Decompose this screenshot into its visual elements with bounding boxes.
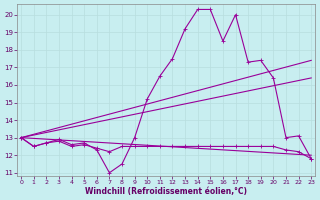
X-axis label: Windchill (Refroidissement éolien,°C): Windchill (Refroidissement éolien,°C) xyxy=(85,187,247,196)
